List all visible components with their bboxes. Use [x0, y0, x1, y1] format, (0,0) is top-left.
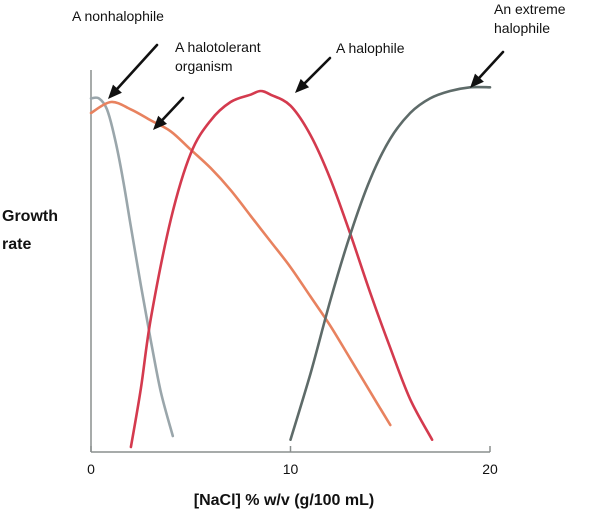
arrow-head	[153, 115, 167, 130]
series-label-line: A halotolerant	[175, 39, 261, 55]
x-tick-label: 20	[482, 461, 498, 477]
series-label-halotolerant: A halotolerant organism	[175, 39, 261, 74]
arrow-shaft	[161, 96, 185, 122]
arrow-halophile	[295, 56, 332, 93]
series-line-extreme-halophile	[289, 85, 492, 441]
series-line-halotolerant	[89, 100, 392, 427]
x-axis-label: [NaCl] % w/v (g/100 mL)	[194, 492, 374, 509]
arrow-head	[470, 73, 484, 88]
series-label-line: halophile	[494, 20, 550, 36]
arrow-nonhalophile	[108, 43, 159, 99]
arrow-halotolerant	[153, 96, 185, 130]
series-label-extreme-halophile: An extreme halophile	[494, 1, 566, 36]
x-tick-label: 10	[283, 461, 299, 477]
series-line-nonhalophile	[89, 96, 175, 438]
series-label-nonhalophile: A nonhalophile	[72, 8, 164, 24]
series-line-halophile	[129, 89, 434, 449]
x-tick-label: 0	[87, 461, 95, 477]
arrow-shaft	[303, 56, 332, 85]
arrow-extreme-halophile	[470, 50, 505, 88]
series-arrows	[108, 43, 505, 130]
series-label-line: A nonhalophile	[72, 8, 164, 24]
series-label-line: A halophile	[336, 40, 405, 56]
x-ticks: 0 10 20	[87, 446, 498, 477]
arrow-shaft	[116, 43, 159, 90]
series-label-line: organism	[175, 58, 233, 74]
series-label-halophile: A halophile	[336, 40, 405, 56]
arrow-head	[108, 84, 122, 99]
arrow-head	[295, 78, 310, 93]
y-axis-label-line-1: Growth	[2, 208, 58, 225]
y-axis-label: Growth rate	[2, 208, 62, 253]
series-curves	[89, 85, 492, 449]
y-axis-label-line-2: rate	[2, 236, 31, 253]
series-label-line: An extreme	[494, 1, 566, 17]
arrow-shaft	[478, 50, 505, 79]
